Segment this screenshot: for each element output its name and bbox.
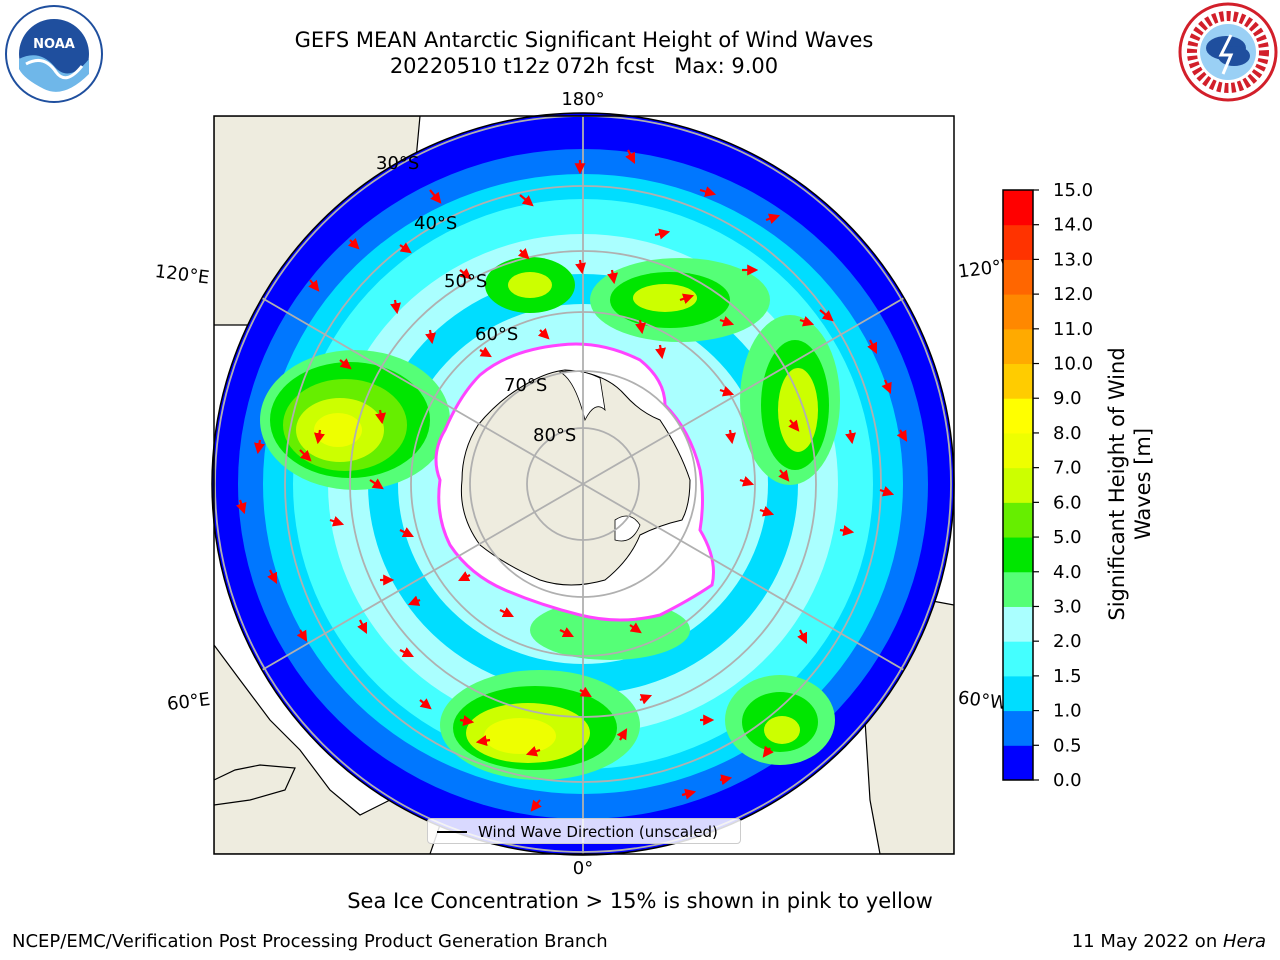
colorbar-tick-label: 0.0 bbox=[1053, 770, 1082, 791]
colorbar-tick-label: 11.0 bbox=[1053, 319, 1093, 340]
lat-label-60s: 60°S bbox=[475, 324, 518, 345]
footer-date: 11 May 2022 on Hera bbox=[1072, 931, 1266, 952]
wind-wave-arrows bbox=[235, 149, 908, 812]
colorbar-segment bbox=[1003, 571, 1033, 607]
footer-date-text: 11 May 2022 on bbox=[1071, 931, 1223, 952]
colorbar-tick-label: 12.0 bbox=[1053, 284, 1093, 305]
sea-ice-caption: Sea Ice Concentration > 15% is shown in … bbox=[347, 889, 933, 913]
map-frame bbox=[213, 115, 955, 855]
colorbar-segment bbox=[1003, 363, 1033, 399]
colorbar-segment bbox=[1003, 259, 1033, 295]
lat-label-50s: 50°S bbox=[444, 271, 487, 292]
colorbar-tick-label: 1.0 bbox=[1053, 701, 1082, 722]
colorbar-segment bbox=[1003, 606, 1033, 642]
colorbar-segment bbox=[1003, 710, 1033, 746]
colorbar-label-line2: Waves [m] bbox=[1131, 428, 1155, 540]
colorbar-segment bbox=[1003, 398, 1033, 434]
colorbar-tick-label: 3.0 bbox=[1053, 596, 1082, 617]
colorbar-segment bbox=[1003, 328, 1033, 365]
colorbar-segment bbox=[1003, 224, 1033, 260]
legend-line-swatch bbox=[437, 831, 467, 833]
lat-label-30s: 30°S bbox=[376, 153, 419, 174]
colorbar-tick-label: 4.0 bbox=[1053, 562, 1082, 583]
colorbar-segment bbox=[1003, 294, 1033, 330]
colorbar-tick-label: 5.0 bbox=[1053, 527, 1082, 548]
lat-label-80s: 80°S bbox=[533, 425, 576, 446]
colorbar-tick-label: 10.0 bbox=[1053, 354, 1093, 375]
colorbar-border bbox=[1002, 189, 1034, 781]
chart-title: GEFS MEAN Antarctic Significant Height o… bbox=[294, 28, 874, 52]
footer-producer: NCEP/EMC/Verification Post Processing Pr… bbox=[12, 931, 608, 952]
colorbar-tick-label: 6.0 bbox=[1053, 492, 1082, 513]
lon-label-lower-right: 60°W bbox=[957, 687, 1009, 714]
colorbar-segment bbox=[1003, 502, 1033, 538]
colorbar-tick-label: 0.5 bbox=[1053, 735, 1082, 756]
colorbar-segment bbox=[1003, 467, 1033, 503]
map-legend: Wind Wave Direction (unscaled) bbox=[427, 818, 741, 844]
footer-machine: Hera bbox=[1222, 931, 1266, 952]
legend-entry: Wind Wave Direction (unscaled) bbox=[478, 823, 718, 841]
graticule bbox=[214, 116, 952, 854]
colorbar-tick-label: 9.0 bbox=[1053, 388, 1082, 409]
lon-label-top: 180° bbox=[561, 89, 604, 110]
colorbar-tick-label: 7.0 bbox=[1053, 458, 1082, 479]
colorbar: 0.0 0.5 1.0 1.5 2.0 3.0 4.0 5.0 6.0 7.0 8.0 9.0 10.0… bbox=[1002, 180, 1093, 791]
lon-label-lower-left: 60°E bbox=[166, 689, 212, 715]
noaa-logo-icon: NOAA bbox=[5, 5, 103, 103]
chart-subtitle: 20220510 t12z 072h fcst Max: 9.00 bbox=[389, 54, 779, 78]
weddell-ice-shelf bbox=[614, 515, 641, 542]
latitude-labels: 30°S 40°S 50°S 60°S 70°S 80°S bbox=[376, 153, 576, 446]
colorbar-segment bbox=[1003, 745, 1033, 781]
lat-label-40s: 40°S bbox=[414, 213, 457, 234]
lat-label-70s: 70°S bbox=[504, 375, 547, 396]
noaa-logo-text: NOAA bbox=[33, 37, 75, 52]
lon-label-upper-left: 120°E bbox=[154, 261, 211, 289]
colorbar-segment bbox=[1003, 675, 1033, 712]
colorbar-tick-label: 13.0 bbox=[1053, 249, 1093, 270]
colorbar-tick-label: 1.5 bbox=[1053, 666, 1082, 687]
colorbar-tick-label: 8.0 bbox=[1053, 423, 1082, 444]
colorbar-tick-label: 15.0 bbox=[1053, 180, 1093, 201]
colorbar-tick-label: 2.0 bbox=[1053, 631, 1082, 652]
lon-label-bottom: 0° bbox=[573, 858, 593, 879]
colorbar-label-line1: Significant Height of Wind bbox=[1105, 347, 1129, 620]
colorbar-segment bbox=[1003, 190, 1033, 226]
national-weather-service-logo-icon bbox=[1178, 2, 1278, 102]
colorbar-segment bbox=[1003, 641, 1033, 677]
colorbar-segment bbox=[1003, 432, 1033, 469]
colorbar-segment bbox=[1003, 537, 1033, 573]
colorbar-tick-label: 14.0 bbox=[1053, 215, 1093, 236]
